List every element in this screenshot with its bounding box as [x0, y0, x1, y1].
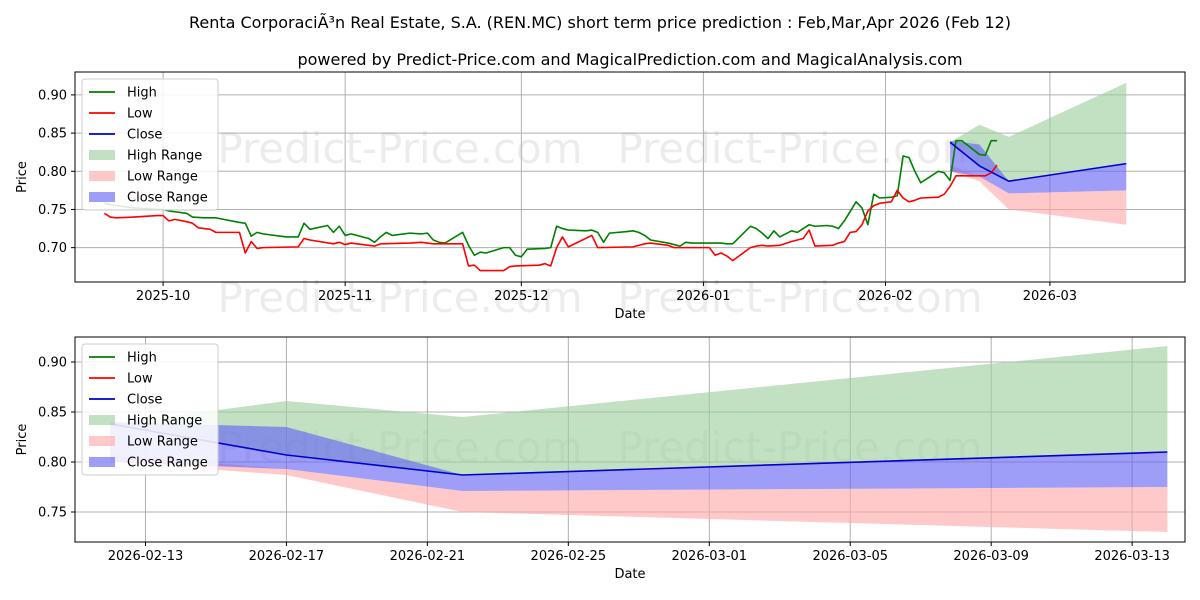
top-xaxis-label: Date	[614, 307, 645, 322]
top-panel: Predict-Price.com Predict-Price.com Predic…	[15, 71, 1186, 322]
top-watermark-3: Predict-Price.com	[617, 273, 982, 322]
bottom-xtick-label-4: 2026-03-01	[672, 549, 748, 564]
top-legend-label-0: High	[127, 86, 157, 101]
top-legend-box	[81, 78, 219, 211]
top-xtick-label-3: 2026-01	[676, 289, 730, 304]
bottom-xtick-label-0: 2026-02-13	[108, 549, 184, 564]
top-legend-swatch-4	[89, 171, 115, 181]
bottom-legend-swatch-3	[89, 415, 115, 425]
top-xtick-label-2: 2025-12	[494, 289, 548, 304]
bottom-high-range-band	[110, 346, 1168, 475]
top-legend-label-3: High Range	[127, 149, 202, 164]
top-low-series-line	[103, 164, 998, 272]
bottom-legend-label-3: High Range	[127, 414, 202, 429]
chart-subtitle: powered by Predict-Price.com and Magical…	[297, 50, 962, 69]
top-high-series-line	[104, 139, 998, 258]
bottom-xtick-label-2: 2026-02-21	[390, 549, 466, 564]
bottom-legend-label-1: Low	[127, 372, 153, 387]
top-ytick-label-2: 0.80	[38, 165, 67, 180]
top-xtick-label-4: 2026-02	[858, 289, 912, 304]
top-ytick-label-0: 0.70	[38, 241, 67, 256]
bottom-ytick-label-0: 0.75	[38, 506, 67, 521]
top-legend-swatch-3	[89, 150, 115, 160]
bottom-legend-swatch-5	[89, 457, 115, 467]
top-ytick-label-4: 0.90	[38, 88, 67, 103]
bottom-xtick-label-5: 2026-03-05	[812, 549, 888, 564]
bottom-xtick-label-1: 2026-02-17	[249, 549, 325, 564]
top-legend-label-2: Close	[127, 128, 162, 143]
bottom-axes-frame	[74, 336, 1186, 543]
bottom-xtick-label-7: 2026-03-13	[1094, 549, 1170, 564]
bottom-ytick-label-3: 0.90	[38, 356, 67, 371]
bottom-legend-label-0: High	[127, 351, 157, 366]
chart-title: Renta CorporaciÃ³n Real Estate, S.A. (RE…	[189, 13, 1011, 32]
bottom-legend-label-5: Close Range	[127, 456, 208, 471]
bottom-legend-label-4: Low Range	[127, 435, 198, 450]
top-legend-swatch-5	[89, 192, 115, 202]
top-legend-label-1: Low	[127, 107, 153, 122]
top-xtick-label-5: 2026-03	[1023, 289, 1077, 304]
top-yaxis-label: Price	[15, 161, 30, 193]
bottom-legend-box	[81, 343, 219, 476]
top-xtick-label-0: 2025-10	[136, 289, 190, 304]
top-legend-label-5: Close Range	[127, 191, 208, 206]
bottom-xaxis-label: Date	[614, 567, 645, 582]
bottom-close-range-band	[110, 422, 1168, 491]
bottom-legend-label-2: Close	[127, 393, 162, 408]
top-axes-frame	[74, 71, 1186, 283]
top-watermark-0: Predict-Price.com	[217, 124, 582, 173]
top-close-series-line	[949, 141, 1127, 182]
top-legend-label-4: Low Range	[127, 170, 198, 185]
top-low-range-band	[950, 165, 1127, 225]
bottom-ytick-label-1: 0.80	[38, 456, 67, 471]
top-xtick-label-1: 2025-11	[318, 289, 372, 304]
bottom-ytick-label-2: 0.85	[38, 406, 67, 421]
top-ytick-label-3: 0.85	[38, 127, 67, 142]
top-close-range-band	[950, 140, 1127, 194]
top-ytick-label-1: 0.75	[38, 203, 67, 218]
bottom-yaxis-label: Price	[15, 424, 30, 456]
bottom-xtick-label-6: 2026-03-09	[953, 549, 1029, 564]
top-high-range-band	[950, 82, 1127, 182]
bottom-xtick-label-3: 2026-02-25	[531, 549, 607, 564]
bottom-legend-swatch-4	[89, 436, 115, 446]
bottom-low-range-band	[110, 454, 1168, 532]
top-watermark-1: Predict-Price.com	[617, 124, 982, 173]
bottom-panel: Predict-Price.comPredict-Price.com0.750.…	[15, 336, 1186, 582]
